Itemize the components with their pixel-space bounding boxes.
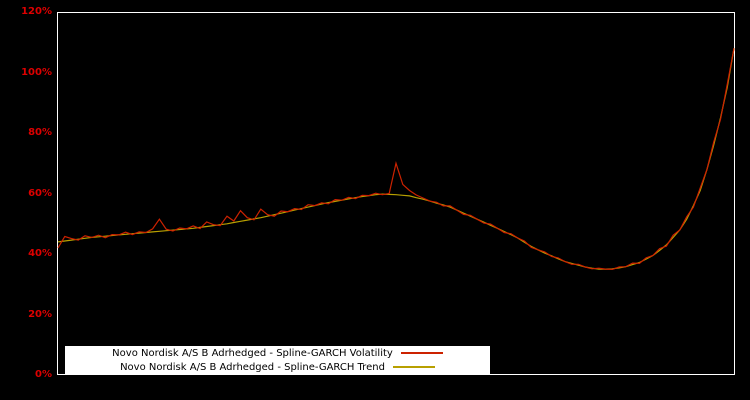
y-tick-label: 20% <box>28 308 52 320</box>
y-tick-label: 60% <box>28 187 52 199</box>
y-tick-label: 40% <box>28 248 52 259</box>
legend: Novo Nordisk A/S B Adrhedged - Spline-GA… <box>65 346 490 374</box>
plot-area <box>57 12 735 375</box>
legend-item-trend: Novo Nordisk A/S B Adrhedged - Spline-GA… <box>65 361 490 374</box>
y-tick-label: 80% <box>28 127 52 138</box>
legend-line-sample-volatility <box>400 352 443 354</box>
legend-label-volatility: Novo Nordisk A/S B Adrhedged - Spline-GA… <box>112 347 393 359</box>
legend-label-trend: Novo Nordisk A/S B Adrhedged - Spline-GA… <box>120 361 385 373</box>
y-tick-label: 100% <box>21 66 52 78</box>
legend-item-volatility: Novo Nordisk A/S B Adrhedged - Spline-GA… <box>65 347 490 360</box>
volatility-line <box>57 48 735 271</box>
trend-line <box>57 48 735 270</box>
y-tick-label: 120% <box>21 6 52 17</box>
legend-line-sample-trend <box>392 366 435 368</box>
y-axis-labels: 0% 20% 40% 60% 80% 100% 120% <box>0 0 52 400</box>
y-tick-label: 0% <box>35 369 52 380</box>
